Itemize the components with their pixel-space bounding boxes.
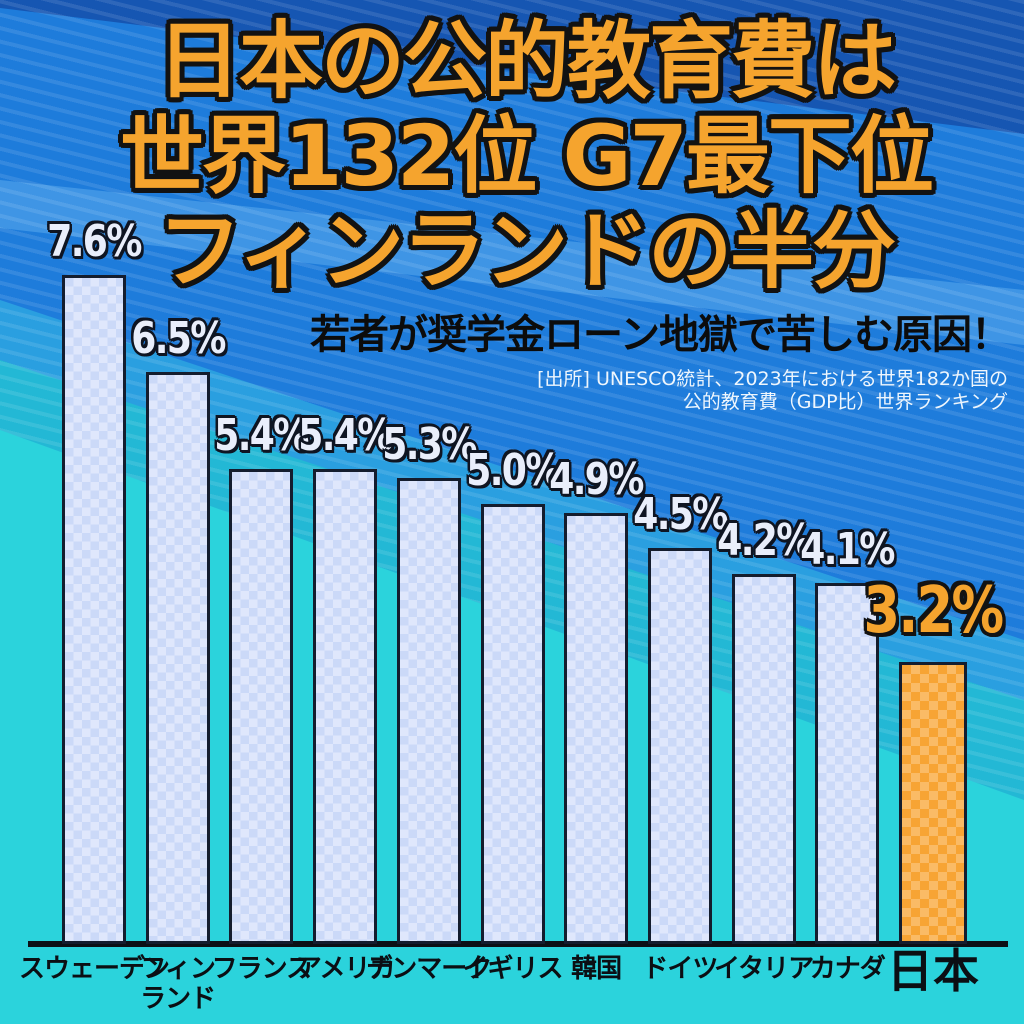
bar-category-label: カナダ [809, 954, 886, 984]
bar [62, 275, 126, 944]
page-title: 日本の公的教育費は 世界132位 G7最下位 フィンランドの半分 [36, 14, 1016, 299]
bar-value-label: 5.4% [298, 410, 393, 461]
bar [229, 469, 294, 944]
title-line-2: 世界132位 G7最下位 [120, 107, 934, 205]
source-note: [出所] UNESCO統計、2023年における世界182か国の 公的教育費（GD… [537, 368, 1008, 414]
bar [313, 469, 378, 944]
bar-category-label: イタリア [714, 954, 814, 984]
bar-category-label: フランス [211, 954, 312, 984]
bar-value-label: 4.9% [549, 454, 644, 505]
source-line-2: 公的教育費（GDP比）世界ランキング [682, 391, 1008, 413]
bar-value-label: 5.4% [214, 410, 310, 461]
title-line-1: 日本の公的教育費は [156, 12, 897, 110]
bar [396, 478, 461, 944]
bar-value-label: 3.2% [863, 574, 1005, 648]
bar-category-label: デンマーク [366, 954, 492, 984]
bar-value-label: 5.0% [465, 445, 561, 496]
bar [647, 548, 712, 944]
bar [815, 583, 880, 944]
bar-category-label: ドイツ [642, 954, 718, 984]
bar-category-label: イギリス [462, 954, 563, 984]
bar-highlight-japan [899, 662, 967, 944]
bar-value-label: 4.2% [716, 515, 812, 566]
bar [480, 504, 545, 944]
bar-value-label: 4.1% [800, 524, 896, 575]
bar-value-label: 7.6% [47, 216, 142, 267]
bar-category-label: スウェーデン [18, 954, 170, 984]
bar-category-label: フィン ランド [140, 954, 216, 1014]
source-line-1: [出所] UNESCO統計、2023年における世界182か国の [537, 368, 1008, 390]
bar-value-label: 6.5% [130, 313, 226, 364]
x-axis-line [28, 941, 1008, 947]
bar-value-label: 4.5% [633, 489, 728, 540]
bar [564, 513, 629, 944]
title-line-3: フィンランドの半分 [157, 202, 896, 300]
bar-category-label: 韓国 [571, 954, 622, 984]
bar [731, 574, 796, 944]
bar-category-label: 日本 [887, 944, 979, 998]
bar-value-label: 5.3% [382, 419, 477, 470]
bar-category-label: アメリカ [295, 954, 396, 984]
subtitle: 若者が奨学金ローン地獄で苦しむ原因！ [310, 312, 1011, 358]
bar [145, 372, 210, 944]
